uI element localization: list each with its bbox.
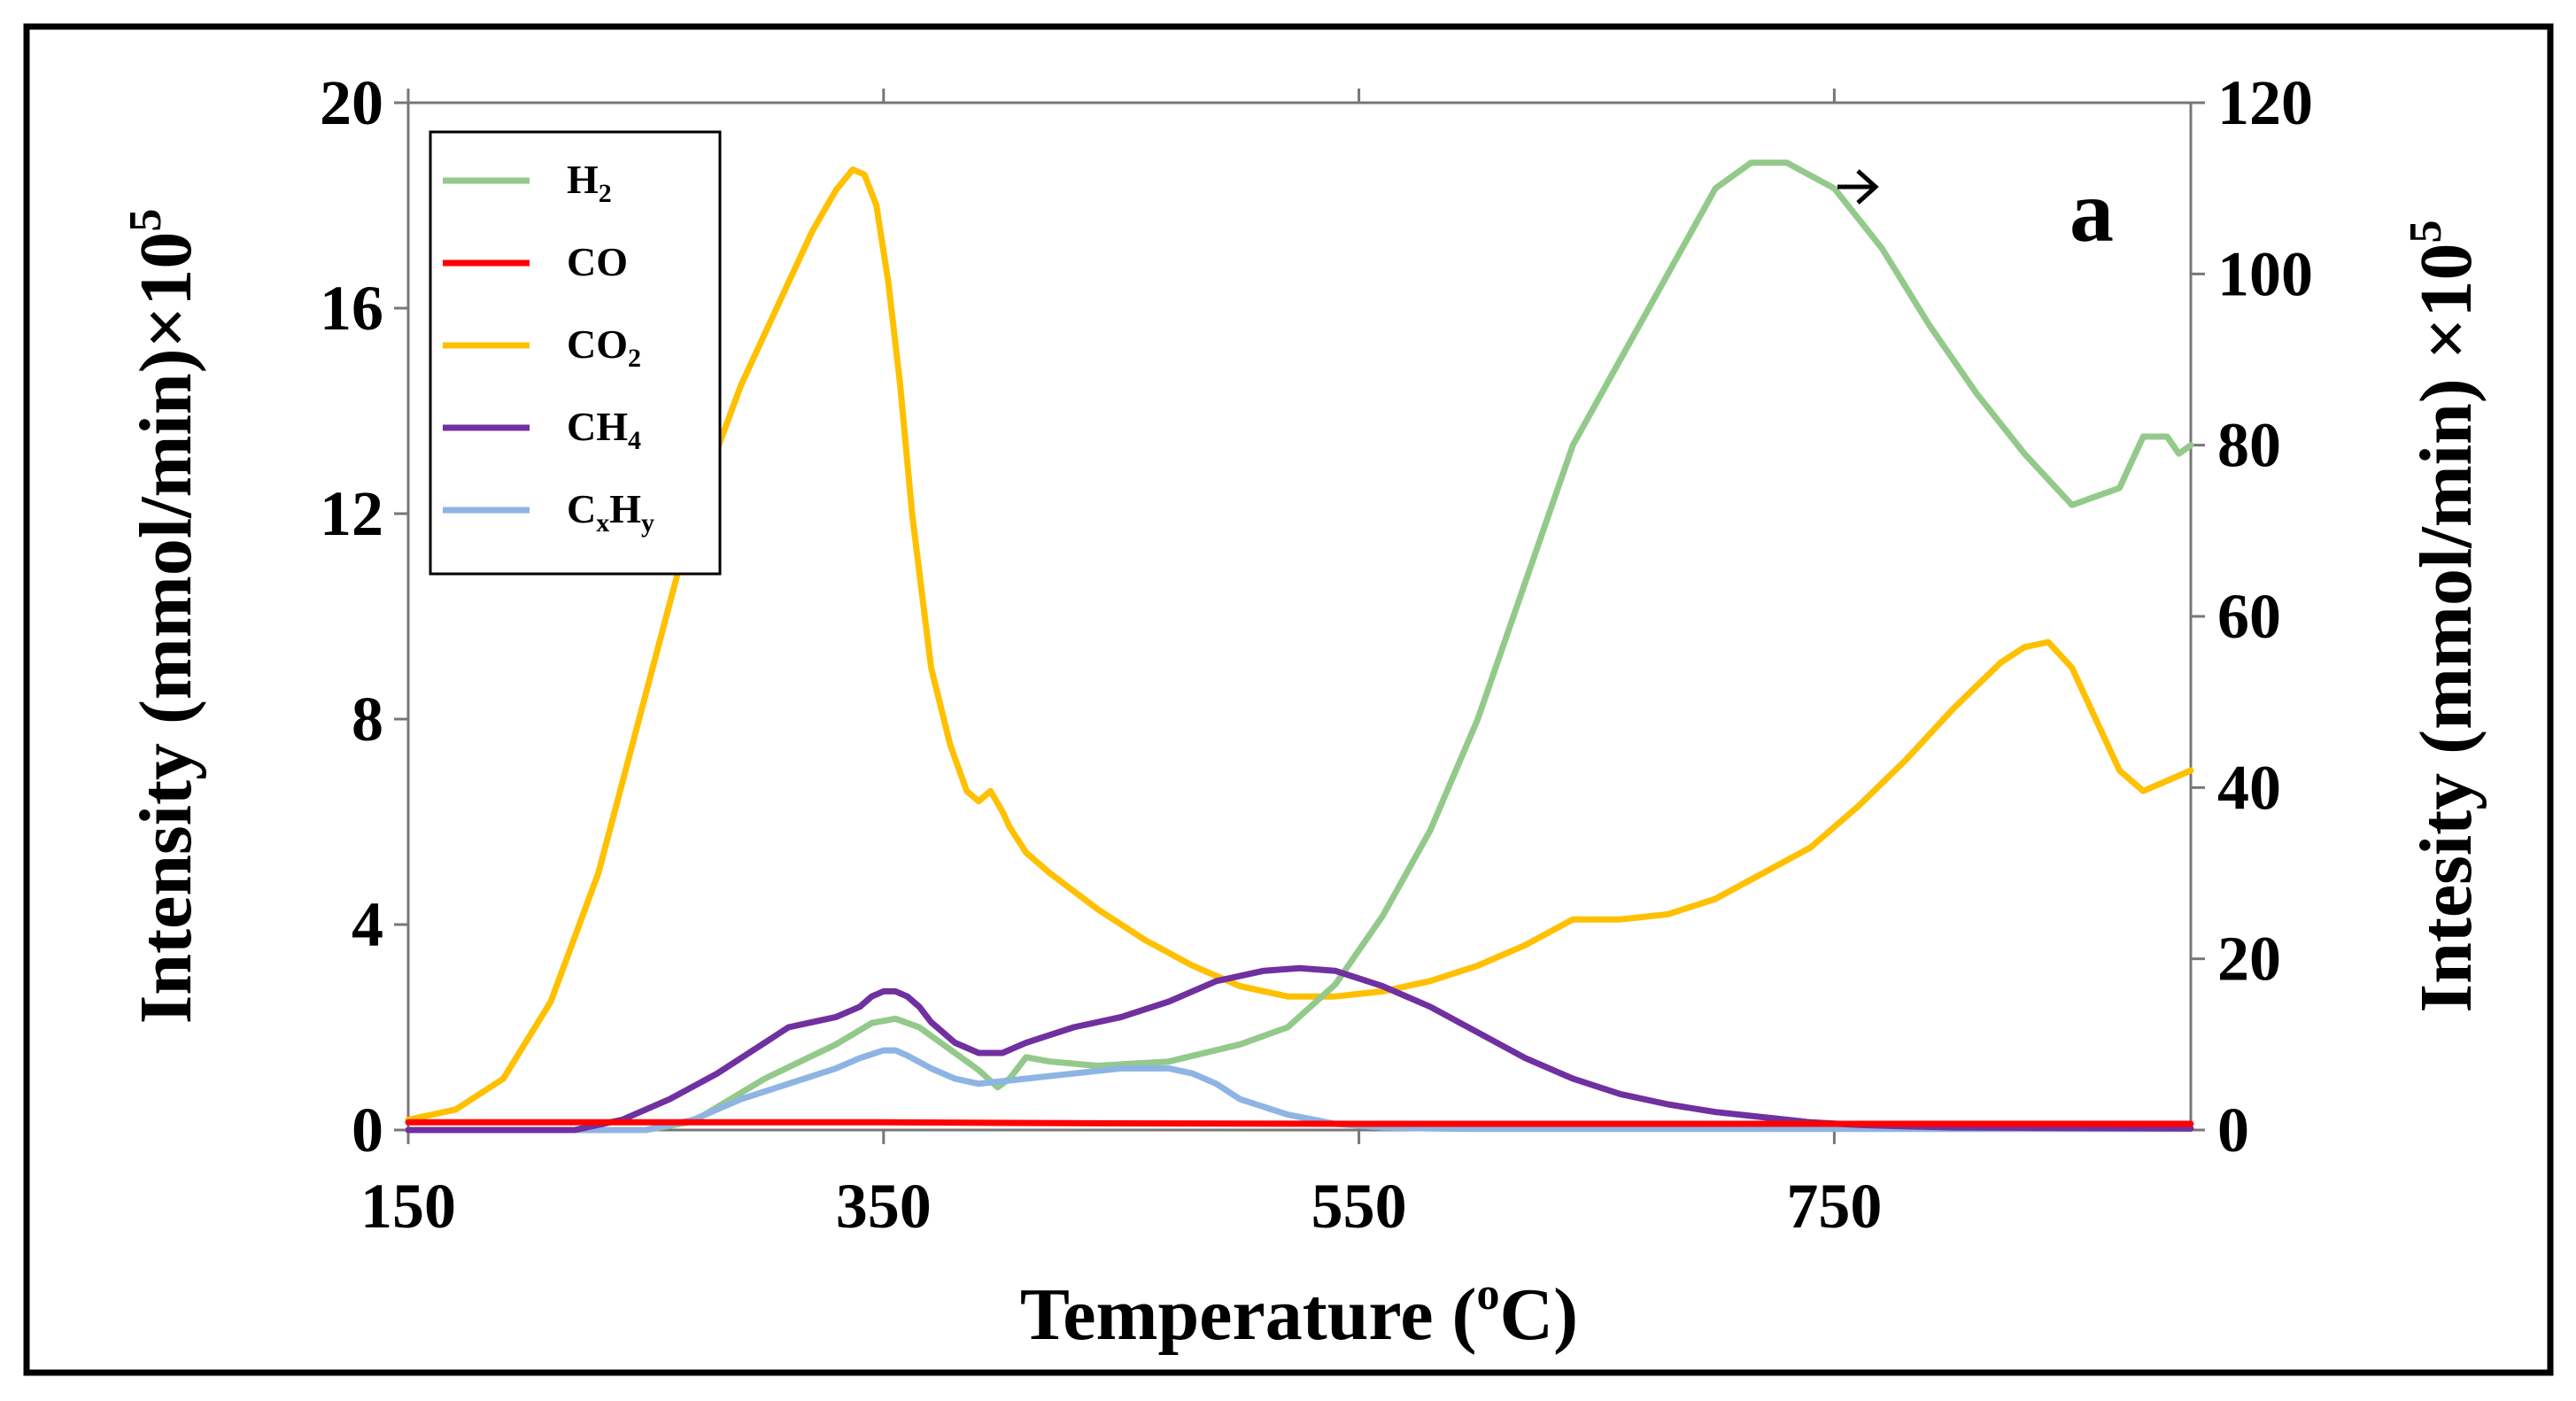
y-axis-left-title: Intensity (mmol/min)×105	[120, 209, 207, 1025]
y-left-tick-label: 16	[320, 273, 383, 344]
y-left-tick-label: 12	[320, 478, 383, 549]
figure-frame	[23, 23, 2554, 1376]
legend-label-cxhy: CxHy	[567, 486, 654, 538]
y-right-tick-label: 40	[2217, 752, 2281, 823]
series-line-h2	[405, 159, 2194, 1134]
series-line-co	[405, 1118, 2194, 1127]
series-line-ch4	[405, 964, 2194, 1134]
y-right-tick-label: 0	[2217, 1095, 2249, 1165]
legend: H2 CO CO2 CH4 CxHy	[429, 130, 722, 576]
y-axis-right-title: Intesity (mmol/min) ×105	[2401, 220, 2487, 1012]
y-right-tick-label: 120	[2217, 67, 2313, 138]
legend-label-co: CO	[567, 239, 628, 284]
legend-label-ch4: CH4	[567, 404, 641, 455]
x-tick-label: 550	[1311, 1171, 1407, 1242]
y-left-tick-label: 20	[320, 67, 383, 138]
y-left-tick-label: 0	[352, 1095, 383, 1165]
y-right-tick-label: 60	[2217, 581, 2281, 652]
x-tick-label: 750	[1786, 1171, 1882, 1242]
legend-box	[429, 130, 722, 576]
y-right-tick-label: 80	[2217, 410, 2281, 481]
y-left-tick-label: 8	[352, 684, 383, 755]
x-tick-label: 150	[360, 1171, 456, 1242]
h2-right-axis-arrow	[1837, 169, 1879, 205]
series-layer	[405, 159, 2194, 1134]
x-tick-label: 350	[836, 1171, 932, 1242]
series-line-co2	[405, 166, 2194, 1123]
y-left-tick-label: 4	[352, 889, 383, 960]
legend-label-co2: CO2	[567, 321, 641, 373]
panel-label: a	[2069, 162, 2114, 260]
legend-label-h2: H2	[567, 157, 612, 208]
y-right-tick-label: 100	[2217, 238, 2313, 309]
x-axis-title: Temperature (oC)	[1020, 1269, 1578, 1356]
y-right-tick-label: 20	[2217, 924, 2281, 995]
axis-ticks: 150 350 550 750 0 4 8 12 16 20 0 20 40 60 80 100 120	[320, 67, 2313, 1242]
series-line-cxhy	[405, 1047, 2194, 1134]
